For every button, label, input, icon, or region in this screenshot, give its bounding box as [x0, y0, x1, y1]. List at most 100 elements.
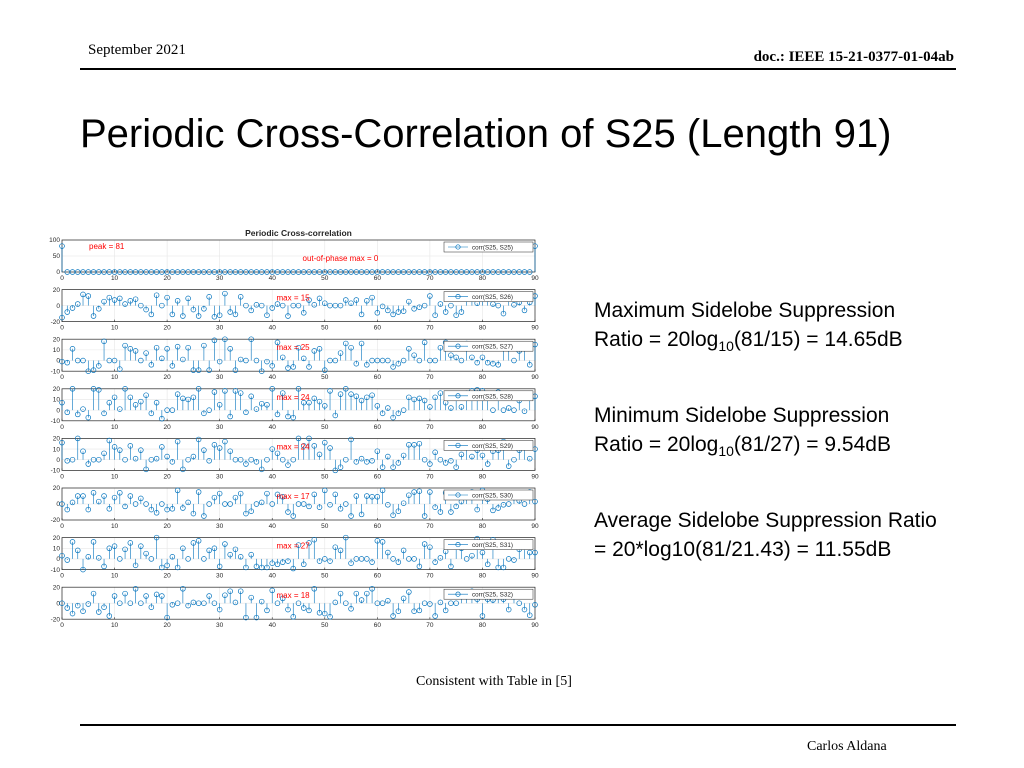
stem-marker: [269, 587, 275, 594]
stem-marker: [269, 386, 275, 392]
x-tick-label: 0: [60, 473, 64, 480]
x-tick-label: 30: [216, 523, 224, 530]
stem-marker: [358, 556, 365, 562]
stem-marker: [106, 506, 113, 512]
stem-marker: [279, 559, 286, 565]
stem-marker: [253, 302, 260, 308]
stem-marker: [148, 311, 155, 318]
stem-marker: [432, 449, 438, 456]
legend-marker: [455, 343, 461, 349]
stem-marker: [327, 357, 333, 364]
stem-marker: [301, 399, 307, 406]
max-annotation: max = 25: [277, 343, 311, 352]
stem-marker: [374, 494, 381, 500]
stem-marker: [311, 269, 318, 275]
stem-marker: [343, 501, 349, 507]
stem-marker: [237, 456, 244, 463]
stem-marker: [421, 302, 428, 309]
stem-marker: [416, 269, 423, 275]
x-tick-label: 80: [479, 523, 487, 530]
stem-marker: [227, 309, 233, 315]
stem-marker: [437, 555, 444, 561]
stem-marker: [301, 269, 307, 275]
stem-marker: [164, 562, 170, 569]
stem-marker: [285, 413, 291, 420]
stem-marker: [316, 504, 323, 510]
x-tick-label: 30: [216, 325, 224, 332]
x-tick-label: 40: [269, 473, 277, 480]
stem-marker: [364, 298, 370, 304]
stem-marker: [311, 491, 318, 498]
stem-marker: [311, 536, 318, 543]
x-tick-label: 30: [216, 275, 224, 282]
stem-marker: [143, 269, 149, 275]
stem-marker: [448, 405, 454, 411]
stem-marker: [64, 605, 71, 611]
slide-title: Periodic Cross-Correlation of S25 (Lengt…: [80, 112, 892, 156]
stem-marker: [421, 339, 428, 346]
stem-marker: [395, 608, 402, 614]
stem-marker: [358, 597, 365, 603]
x-tick-label: 60: [374, 275, 382, 282]
stem-marker: [274, 269, 281, 275]
x-tick-label: 80: [479, 275, 487, 282]
stem-marker: [111, 394, 118, 401]
stem-marker: [64, 557, 71, 563]
stem-marker: [427, 269, 433, 275]
stem-marker: [243, 461, 249, 467]
stem-marker: [416, 440, 423, 447]
stem-marker: [369, 458, 375, 464]
stem-marker: [169, 363, 176, 369]
y-tick-label: 10: [53, 347, 61, 354]
stem-marker: [348, 606, 354, 612]
min-sidelobe-line2: Ratio = 20log10(81/27) = 9.54dB: [594, 430, 891, 466]
stem-marker: [253, 614, 260, 621]
stem-marker: [90, 313, 97, 319]
stem-marker: [495, 505, 501, 511]
stem-marker: [75, 493, 81, 499]
stem-marker: [143, 593, 149, 599]
stem-marker: [332, 544, 339, 550]
stem-marker: [243, 269, 249, 275]
x-tick-label: 40: [269, 424, 277, 431]
stem-marker: [432, 504, 438, 510]
x-tick-label: 40: [269, 275, 277, 282]
chart-title: Periodic Cross-correlation: [245, 228, 352, 238]
stem-marker: [248, 508, 254, 514]
legend-label: corr(S25, S26): [472, 294, 513, 301]
stem-marker: [427, 293, 433, 299]
stem-marker: [374, 403, 381, 409]
stem-marker: [448, 509, 454, 515]
stem-marker: [358, 397, 365, 404]
stem-marker: [369, 586, 375, 592]
stem-marker: [348, 391, 354, 397]
x-tick-label: 10: [111, 275, 119, 282]
y-tick-label: 0: [56, 407, 60, 414]
x-tick-label: 20: [163, 473, 171, 480]
stem-marker: [532, 498, 538, 505]
x-tick-label: 50: [321, 325, 329, 332]
stem-marker: [159, 444, 165, 450]
stem-marker: [222, 388, 228, 394]
stem-marker: [174, 269, 181, 275]
stem-marker: [290, 414, 296, 421]
stem-marker: [227, 448, 233, 454]
stem-marker: [232, 546, 239, 553]
stem-marker: [285, 509, 291, 515]
legend-box: [443, 489, 534, 501]
stem-marker: [85, 269, 92, 275]
stem-marker: [374, 538, 381, 544]
stem-marker: [153, 455, 160, 462]
stem-marker: [117, 295, 123, 302]
stem-marker: [395, 309, 402, 315]
stem-marker: [427, 404, 433, 410]
stem-marker: [227, 269, 233, 275]
stem-marker: [127, 540, 134, 546]
stem-marker: [427, 357, 433, 364]
stem-marker: [96, 306, 102, 312]
y-tick-label: 0: [56, 600, 60, 607]
stem-marker: [306, 399, 312, 406]
y-tick-label: 0: [56, 358, 60, 365]
